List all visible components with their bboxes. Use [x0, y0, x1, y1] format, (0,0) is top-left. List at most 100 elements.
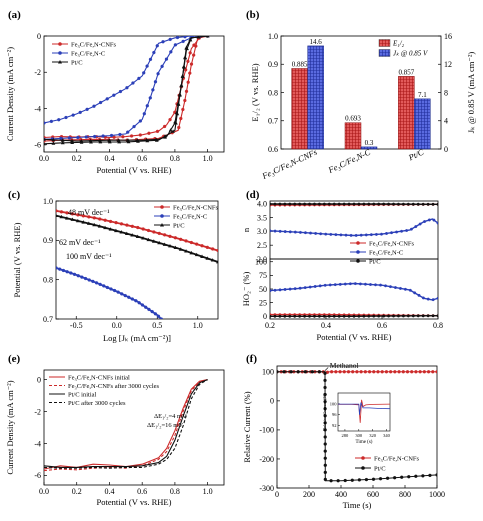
panel-d-top-series-2-marker: [401, 202, 405, 206]
panel-a-series-1-legend-text: Fe₃C/Fe,N-C: [71, 50, 105, 57]
panel-f-series-0-marker: [405, 370, 410, 374]
panel-c-series-2-marker: [119, 230, 124, 234]
panel-f-series-1-marker: [400, 475, 404, 479]
panel-d-top-series-1-marker: [427, 218, 431, 222]
panel-d-top-ytick-label: 4.0: [257, 200, 267, 209]
panel-d-bottom-series-2-marker: [431, 314, 435, 318]
panel-f-series-0-legend-text: Fe₃C/Fe,N-CNFs: [374, 455, 420, 462]
panel-b-bar-jk-0: [307, 45, 324, 150]
panel-a-series-1-backward-marker: [59, 136, 63, 141]
panel-f-series-1-marker: [277, 370, 279, 374]
panel-c-series-0-marker: [76, 213, 80, 217]
panel-d-bottom-series-2-marker: [347, 314, 351, 318]
panel-d-bottom-series-1-marker: [384, 284, 387, 288]
panel-a-series-0-backward-marker: [188, 71, 192, 75]
panel-c-series-0-marker: [195, 242, 199, 246]
panel-d-top-series-2-marker: [347, 202, 351, 206]
panel-c-series-0-marker: [59, 210, 64, 214]
panel-c-series-1-marker: [61, 268, 66, 273]
panel-d-bottom-series-2-marker: [303, 314, 307, 318]
panel-d-top-series-2-marker: [416, 202, 420, 206]
panel-d-bottom-series-2-marker: [317, 314, 321, 318]
panel-b-legend-text-0: E₁/₂: [392, 40, 405, 48]
panel-b-legend-swatch-1: [378, 49, 391, 57]
panel-a-series-1-forward-marker: [175, 36, 180, 40]
panel-d-bottom-series-1-marker: [369, 283, 372, 286]
panel-f-series-0-marker: [351, 370, 355, 374]
panel-a-series-1-forward-marker: [57, 118, 61, 122]
panel-b-category-label: Fe₃C/Fe,N-C: [326, 147, 372, 176]
panel-d-bottom-series-1-marker: [333, 283, 337, 287]
panel-a-series-0-forward-marker: [188, 51, 192, 55]
panel-c-series-2-marker: [216, 259, 218, 264]
panel-d-top-series-1-marker: [278, 229, 282, 233]
panel-a-series-1-forward-marker: [168, 37, 172, 42]
panel-a-series-1-backward-marker: [93, 134, 97, 139]
panel-c-series-1-marker: [105, 285, 110, 290]
panel-b: 0.6 0.7 0.8 0.9 1.0 0 4 8 12 16 E₁/₂ (V vs. RHE) Jₖ…: [250, 32, 476, 182]
panel-c-series-2-legend-text: Pt/C: [173, 222, 185, 229]
panel-b-bar-e12-1: [344, 122, 362, 150]
panel-e-delta-annotation-0: ΔE₁/₂=4 mV: [154, 413, 187, 420]
panel-d-top-series-1-marker: [436, 221, 438, 225]
panel-a-series-1-forward-marker: [98, 100, 103, 105]
panel-a-series-2-backward-marker: [60, 140, 65, 145]
panel-f-series-1-marker: [323, 456, 327, 460]
panel-c-xtick-label: 1.0: [193, 321, 203, 330]
panel-c-series-0-marker: [146, 228, 151, 233]
panel-d-top-series-1-marker: [364, 233, 368, 237]
panel-a-series-1-backward-marker: [173, 43, 178, 47]
panel-d-top-series-1-marker: [309, 231, 312, 235]
panel-a-series-2-forward-marker: [44, 137, 46, 141]
panel-e-ytick-label: -4: [34, 439, 41, 448]
panel-a-series-1-forward-marker: [112, 93, 116, 97]
panel-d-bottom-series-2-marker: [411, 314, 415, 318]
panel-d-top-series-1-marker: [354, 233, 358, 237]
panel-a-series-1-forward-marker: [92, 104, 96, 108]
panel-e: 0.0 0.2 0.4 0.6 0.8 1.0 0 -2 -4 -6 Potential (V vs…: [5, 369, 225, 507]
panel-f-inset-plot: [338, 399, 390, 423]
panel-a-series-1-backward-marker: [76, 135, 80, 140]
panel-d-top-series-2-marker: [293, 202, 297, 206]
panel-b-label: (b): [246, 9, 260, 21]
panel-e-series-2-line: [44, 379, 208, 468]
panel-f-series-0-marker: [384, 370, 389, 374]
panel-d-bottom-series-1-line: [270, 282, 438, 301]
panel-d-top-ytick-label: 3.5: [257, 213, 267, 222]
panel-d-top-series-2-marker: [436, 202, 438, 206]
panel-d: 0.2 0.4 0.6 0.8 2.0 2.5 3.0 3.5 4.0 0 25 50 75 100 Pot…: [241, 200, 443, 342]
panel-f-series-0-marker: [414, 370, 418, 374]
panel-a-series-1-backward-marker: [126, 130, 130, 134]
panel-a-series-2-backward-marker: [126, 139, 131, 144]
panel-c-series-1-marker: [94, 281, 99, 285]
panel-d-bottom-series-1-marker: [343, 282, 347, 286]
panel-d-series-0-legend-text: Fe₃C/Fe,N-CNFs: [369, 240, 415, 247]
panel-c-series-2-marker: [168, 244, 172, 248]
panel-b-bar-e12-2: [398, 76, 415, 150]
panel-b-ytick-label: 0.6: [268, 145, 278, 154]
panel-d-bottom-series-1-marker: [398, 286, 402, 290]
panel-d-bottom-series-2-marker: [288, 314, 292, 318]
panel-d-bottom-series-2-marker: [382, 314, 386, 318]
panel-d-top-series-2-marker: [313, 202, 316, 206]
panel-d-top-series-1-marker: [380, 232, 383, 236]
panel-d-top-series-1-marker: [344, 233, 348, 237]
panel-b-right-ytick-label: 0: [444, 145, 448, 154]
panel-c-series-0-marker: [56, 209, 58, 213]
panel-d-xtick-label: 0.2: [265, 321, 275, 330]
panel-c-series-1-marker: [116, 290, 120, 294]
panel-a-series-2-backward-marker: [196, 36, 201, 39]
panel-a-xtick-label: 0.0: [39, 154, 49, 163]
panel-d-bottom-series-1-marker: [408, 288, 412, 292]
panel-d-top-series-2-marker: [426, 202, 430, 206]
panel-f-inset-ytick-label: 92: [332, 423, 337, 428]
panel-c-series-2-marker: [205, 256, 210, 260]
panel-a-series-1-forward-marker: [142, 71, 146, 75]
panel-d-top-series-2-marker: [278, 202, 282, 206]
panel-e-plot: [44, 379, 208, 472]
panel-a-series-2-backward-marker: [188, 37, 193, 42]
panel-a-series-0-forward-marker: [129, 134, 134, 138]
panel-a-series-0-backward-marker: [194, 44, 198, 48]
panel-d-top-series-1-marker: [400, 229, 404, 233]
panel-e-xtick-label: 0.6: [137, 487, 147, 496]
